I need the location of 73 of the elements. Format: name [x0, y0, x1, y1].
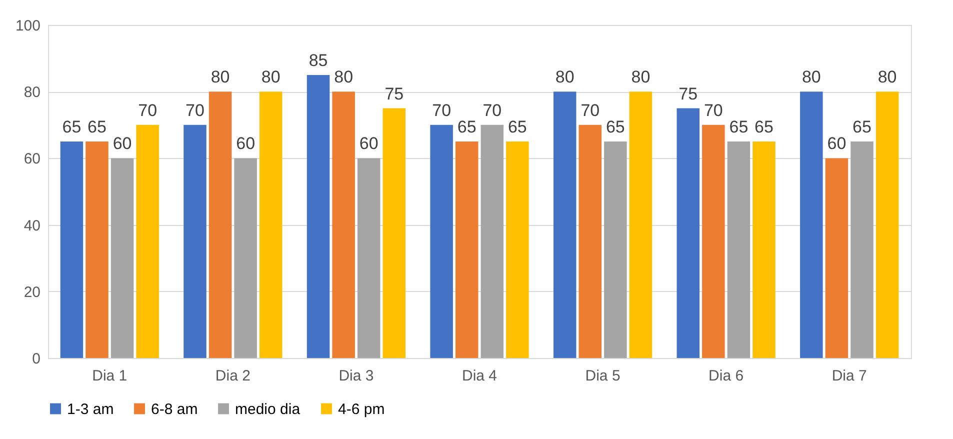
bar	[208, 92, 232, 358]
bar	[86, 142, 108, 358]
data-label: 75	[678, 84, 698, 104]
data-label: 60	[827, 134, 846, 154]
bar	[430, 124, 453, 358]
bar	[752, 142, 776, 358]
data-label: 60	[236, 134, 256, 154]
data-label: 70	[432, 100, 452, 120]
data-label: 70	[580, 100, 600, 120]
bar	[455, 142, 478, 358]
bar	[727, 142, 750, 358]
bar	[234, 158, 257, 358]
data-label: 80	[802, 68, 821, 87]
x-tick-label: Dia 2	[215, 368, 250, 384]
x-tick-label: Dia 3	[338, 368, 374, 384]
bar	[553, 92, 576, 358]
bar	[702, 124, 725, 358]
bar	[578, 124, 602, 358]
data-label: 60	[112, 134, 132, 154]
data-label: 70	[138, 100, 158, 120]
bar	[184, 124, 206, 358]
x-tick-label: Dia 1	[92, 368, 128, 384]
bar	[800, 92, 823, 358]
bar	[259, 92, 282, 358]
data-label: 65	[508, 118, 527, 137]
data-label: 65	[606, 118, 625, 137]
data-label: 80	[334, 68, 354, 87]
data-label: 70	[186, 100, 204, 120]
data-label: 70	[704, 100, 723, 120]
data-label: 65	[457, 118, 476, 137]
bar	[480, 124, 504, 358]
data-label: 60	[359, 134, 378, 154]
bar	[357, 158, 380, 358]
bar	[876, 92, 899, 358]
data-label: 70	[482, 100, 502, 120]
bar	[332, 92, 355, 358]
bar	[506, 142, 529, 358]
legend-label: medio dia	[235, 400, 301, 418]
data-label: 65	[62, 118, 82, 137]
data-label: 80	[555, 68, 574, 87]
legend-label: 1-3 am	[67, 400, 114, 418]
data-label: 75	[384, 84, 404, 104]
y-tick-label: 100	[15, 18, 40, 34]
bar	[825, 158, 848, 358]
data-label: 65	[88, 118, 106, 137]
y-tick-label: 0	[32, 350, 40, 368]
y-tick-label: 20	[24, 284, 40, 301]
bar	[850, 142, 874, 358]
bar	[382, 108, 406, 358]
data-label: 80	[631, 68, 650, 87]
y-tick-label: 60	[24, 150, 40, 168]
x-tick-label: Dia 7	[832, 368, 867, 384]
data-label: 65	[729, 118, 748, 137]
bar	[629, 92, 652, 358]
data-label: 85	[308, 50, 328, 70]
bar	[604, 142, 627, 358]
bar	[306, 74, 330, 358]
y-tick-label: 40	[24, 217, 40, 234]
y-tick-label: 80	[24, 84, 40, 102]
data-label: 80	[261, 68, 280, 87]
data-label: 80	[878, 68, 897, 87]
x-tick-label: Dia 5	[585, 368, 620, 384]
legend-label: 4-6 pm	[338, 400, 385, 418]
data-label: 65	[852, 118, 872, 137]
x-tick-label: Dia 4	[462, 368, 498, 384]
bar	[110, 158, 134, 358]
legend-label: 6-8 am	[151, 400, 198, 418]
data-label: 80	[210, 68, 230, 87]
bar	[136, 124, 159, 358]
bar	[60, 142, 84, 358]
x-tick-label: Dia 6	[708, 368, 744, 384]
bar	[676, 108, 700, 358]
data-label: 65	[754, 118, 774, 137]
